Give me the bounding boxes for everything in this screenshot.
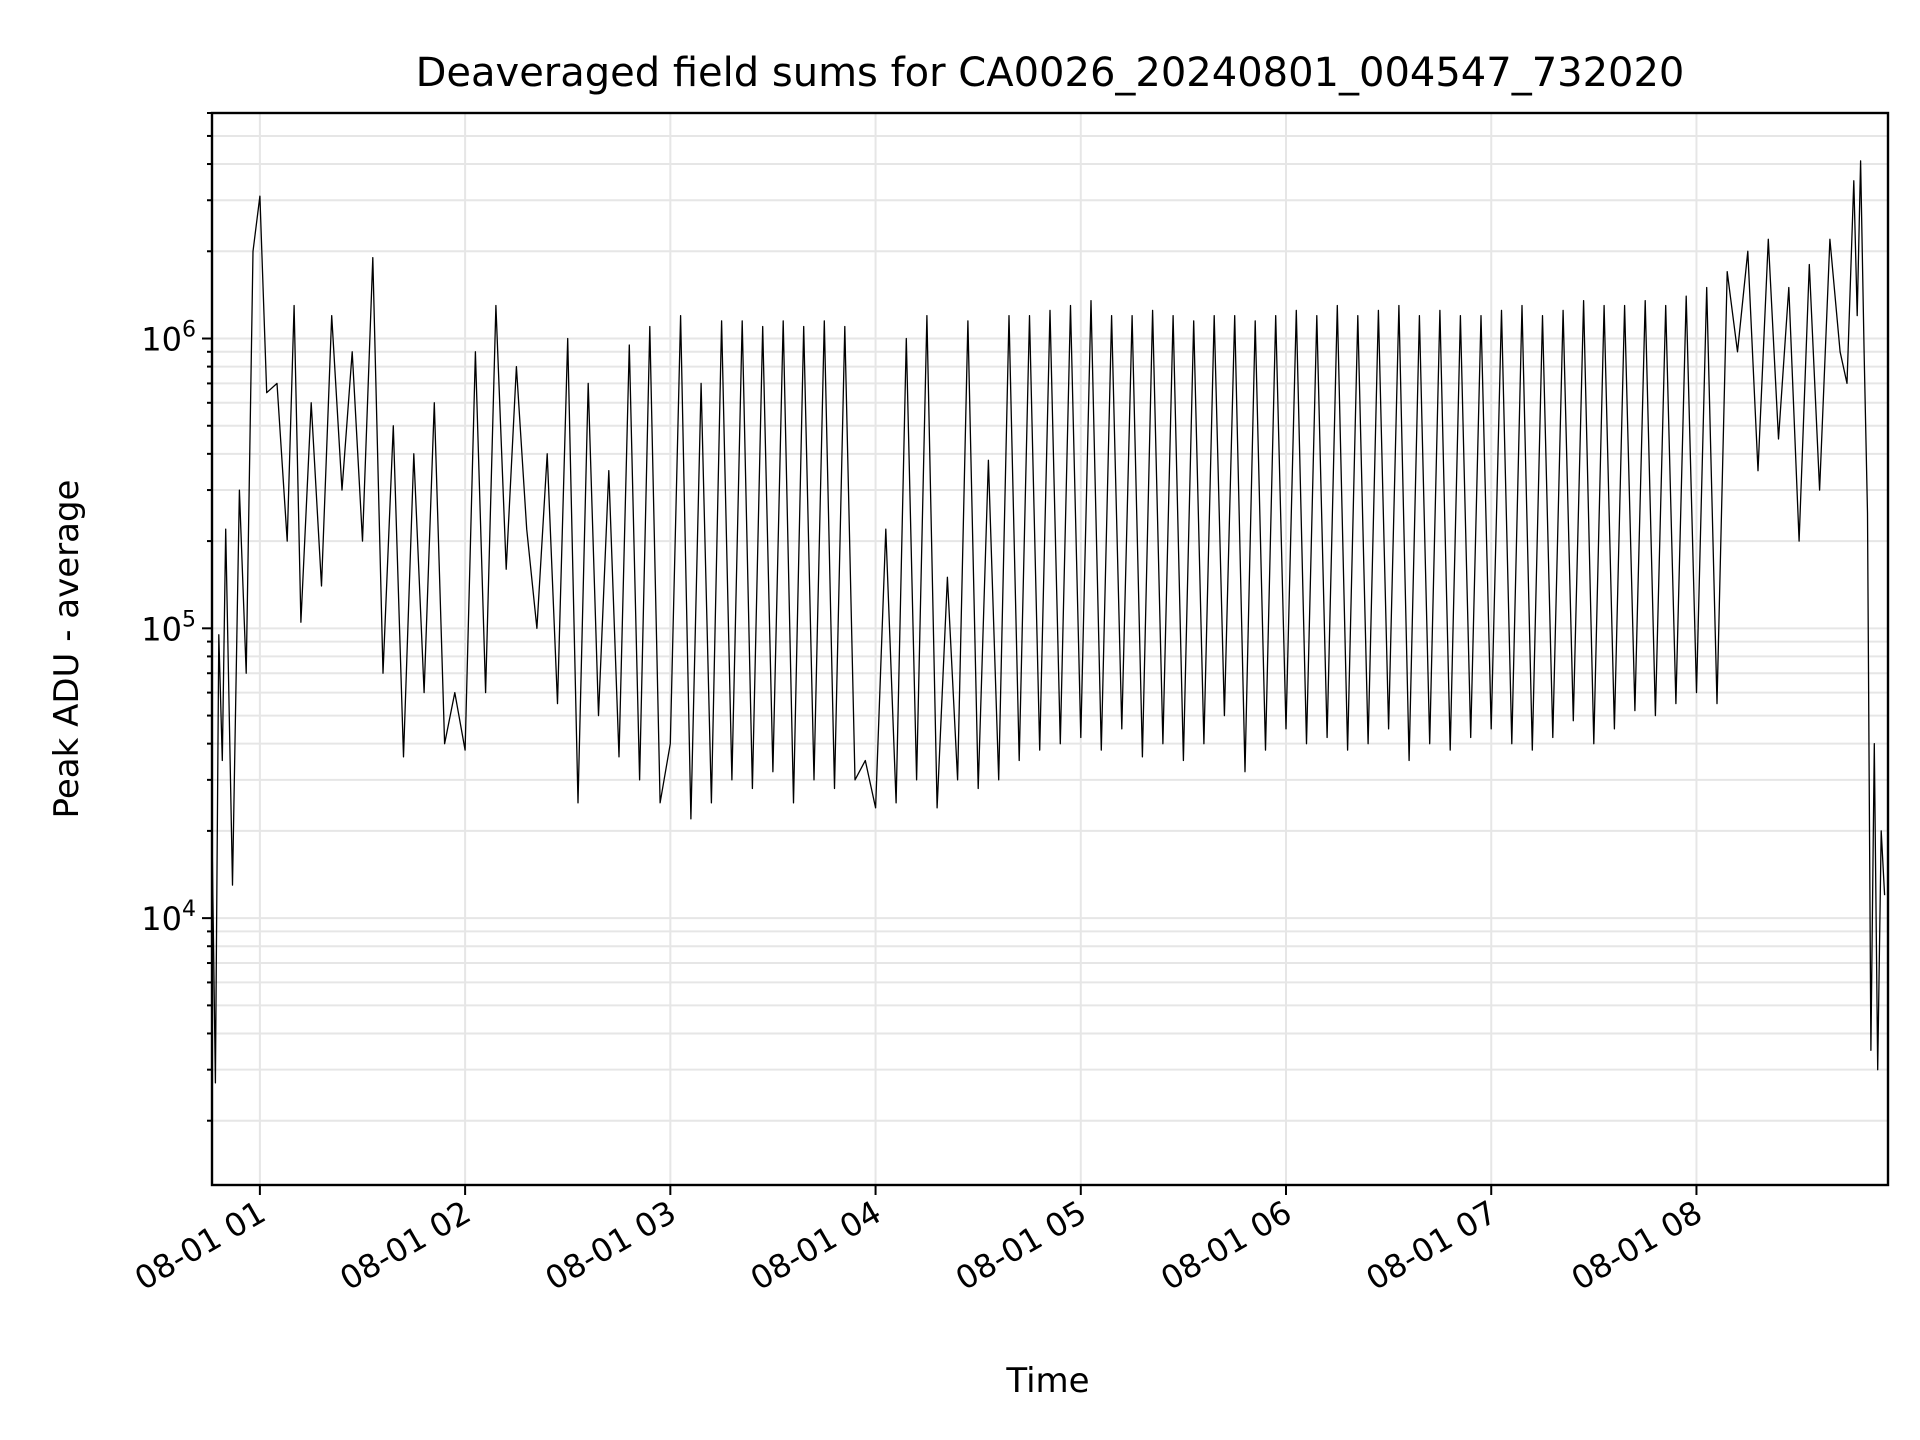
x-axis-label: Time xyxy=(1005,1361,1089,1401)
x-tick-label: 08-01 02 xyxy=(334,1193,478,1298)
series-layer xyxy=(211,160,1886,1084)
chart-title: Deaveraged field sums for CA0026_2024080… xyxy=(416,50,1685,96)
y-tick-label: 106 xyxy=(141,318,196,359)
plot-frame xyxy=(210,111,1890,1187)
y-tick-label: 104 xyxy=(141,897,196,938)
series-line xyxy=(211,160,1886,1084)
x-tick-label: 08-01 05 xyxy=(949,1193,1093,1298)
x-tick-label: 08-01 01 xyxy=(128,1193,272,1298)
x-tick-label: 08-01 07 xyxy=(1360,1193,1504,1298)
x-tick-label: 08-01 03 xyxy=(539,1193,683,1298)
y-axis-label: Peak ADU - average xyxy=(47,480,87,819)
y-tick-label: 105 xyxy=(141,607,196,648)
x-tick-label: 08-01 06 xyxy=(1154,1193,1298,1298)
grid xyxy=(212,112,1888,1185)
x-tick-label: 08-01 08 xyxy=(1565,1193,1709,1298)
x-tick-label: 08-01 04 xyxy=(744,1193,888,1298)
